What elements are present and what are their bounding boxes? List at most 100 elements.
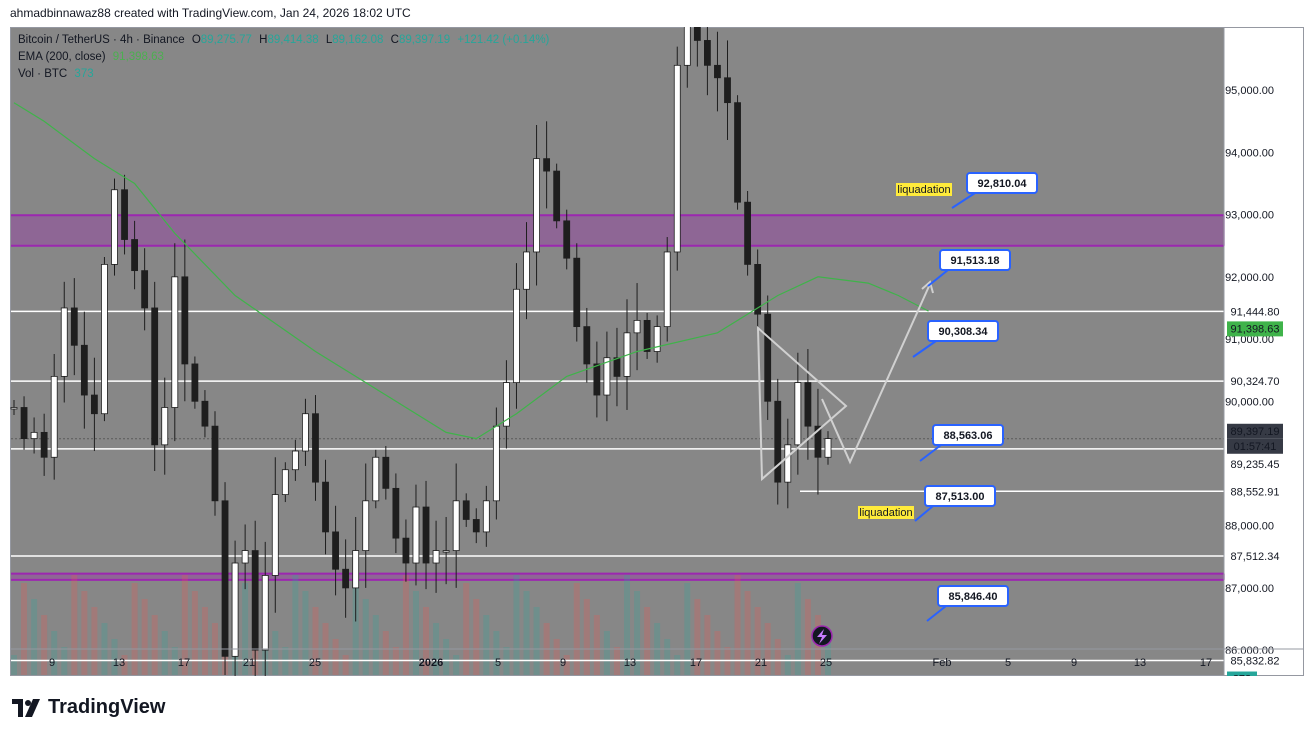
candle-body [402,537,410,564]
candle-body [70,307,78,346]
time-tick-label: 21 [243,657,255,669]
candle-body [342,568,350,589]
price-badge-label: 91,444.80 [1231,306,1280,318]
candle-body [492,425,500,502]
price-tick-label: 95,000.00 [1225,85,1274,97]
zone-label-bg [858,506,914,519]
price-badge-bg [1227,374,1283,390]
time-tick-label: 13 [1134,657,1146,669]
volume-bar [603,631,610,675]
candle-body [412,506,420,564]
candle-body [281,469,289,495]
legend-symbol: Bitcoin / TetherUS · 4h · Binance [18,34,185,46]
candle-body [754,264,762,315]
candle-body [261,575,269,651]
callout-label: 88,563.06 [944,430,993,442]
candle-body [543,158,551,172]
price-badge-label: 88,552.91 [1231,486,1280,498]
candle-body [643,319,651,352]
candle-body [452,500,460,551]
chart-svg[interactable]: 92,810.04 91,513.18 90,308.34 88,563.06 87,5… [10,27,1304,676]
volume-bar [453,655,460,675]
candle-body [312,413,319,483]
legend-open-label: O [191,34,201,46]
volume-bar [342,655,349,675]
price-tick-label: 90,000.00 [1225,396,1274,408]
candle-body [60,307,68,377]
volume-bar [694,599,701,675]
volume-bar [372,615,379,675]
callout-pointer [927,269,949,287]
candle-body [382,456,390,489]
volume-bar [71,575,78,675]
candle-body [211,425,219,502]
candle-body [352,550,360,589]
price-badge-label: 89,235.45 [1231,459,1280,471]
candle-body [302,413,309,452]
candle-body [171,276,179,408]
volume-bar [131,583,138,675]
time-tick-label: 25 [820,657,832,669]
candle-body [392,487,400,539]
candle-body [613,357,621,377]
volume-bar [734,575,741,675]
time-tick-label: 21 [755,657,767,669]
callout-box [932,424,1004,446]
candle-body [603,357,611,396]
volume-bar [292,575,299,675]
price-badge-label: 91,398.63 [1231,323,1280,335]
legend-change: +121.42 (+0.14%) [457,34,550,46]
price-badge-label: 90,324.70 [1231,376,1280,388]
candle-body [663,251,671,328]
candle-body [181,276,189,365]
time-tick-label: 17 [178,657,190,669]
candle-body [362,500,370,551]
tradingview-brand[interactable]: TradingView [12,696,165,719]
candle-body [20,407,28,439]
candle-body [563,220,571,259]
plot-background [11,28,1224,675]
price-badge-bg [1227,456,1283,472]
candle-body [683,27,691,66]
callout-box [939,249,1011,271]
lightning-icon[interactable] [811,625,833,647]
volume-bar [473,599,480,675]
price-badge-bg [1227,423,1283,439]
candle-body [503,382,510,427]
candle-body [241,550,249,564]
volume-bar [754,607,761,675]
legend-high-label: H [259,34,268,46]
candle-body [231,562,239,657]
candle-body [744,201,752,265]
volume-bar [402,575,409,675]
level-lines [11,310,1224,662]
callout-pointer [926,605,947,622]
volume-bar [272,631,279,675]
volume-bar [493,631,500,675]
candles [10,27,832,676]
time-tick-label: 9 [1071,657,1077,669]
price-tick-label: 93,000.00 [1225,210,1274,222]
candle-body [824,438,832,458]
price-badge-label: 85,832.82 [1231,656,1280,668]
candle-body [673,64,681,253]
candle-body [633,319,641,334]
candle-body [533,158,540,253]
time-tick-label: 9 [49,657,55,669]
candle-body [724,77,731,104]
tradingview-logo-icon [12,698,42,717]
price-tick-label: 94,000.00 [1225,147,1274,159]
time-tick-label: 2026 [419,657,443,669]
candle-body [251,550,259,651]
callout-pointer [912,340,937,358]
candle-body [30,431,38,439]
candle-body [653,326,661,352]
price-badge-bg [1227,321,1283,337]
volume-bar [523,591,530,675]
volume-bar [31,599,38,675]
volume-bar [744,591,751,675]
volume-bar [624,575,631,675]
candle-body [221,500,229,657]
volume-bar [41,615,48,675]
volume-bar [11,655,17,675]
